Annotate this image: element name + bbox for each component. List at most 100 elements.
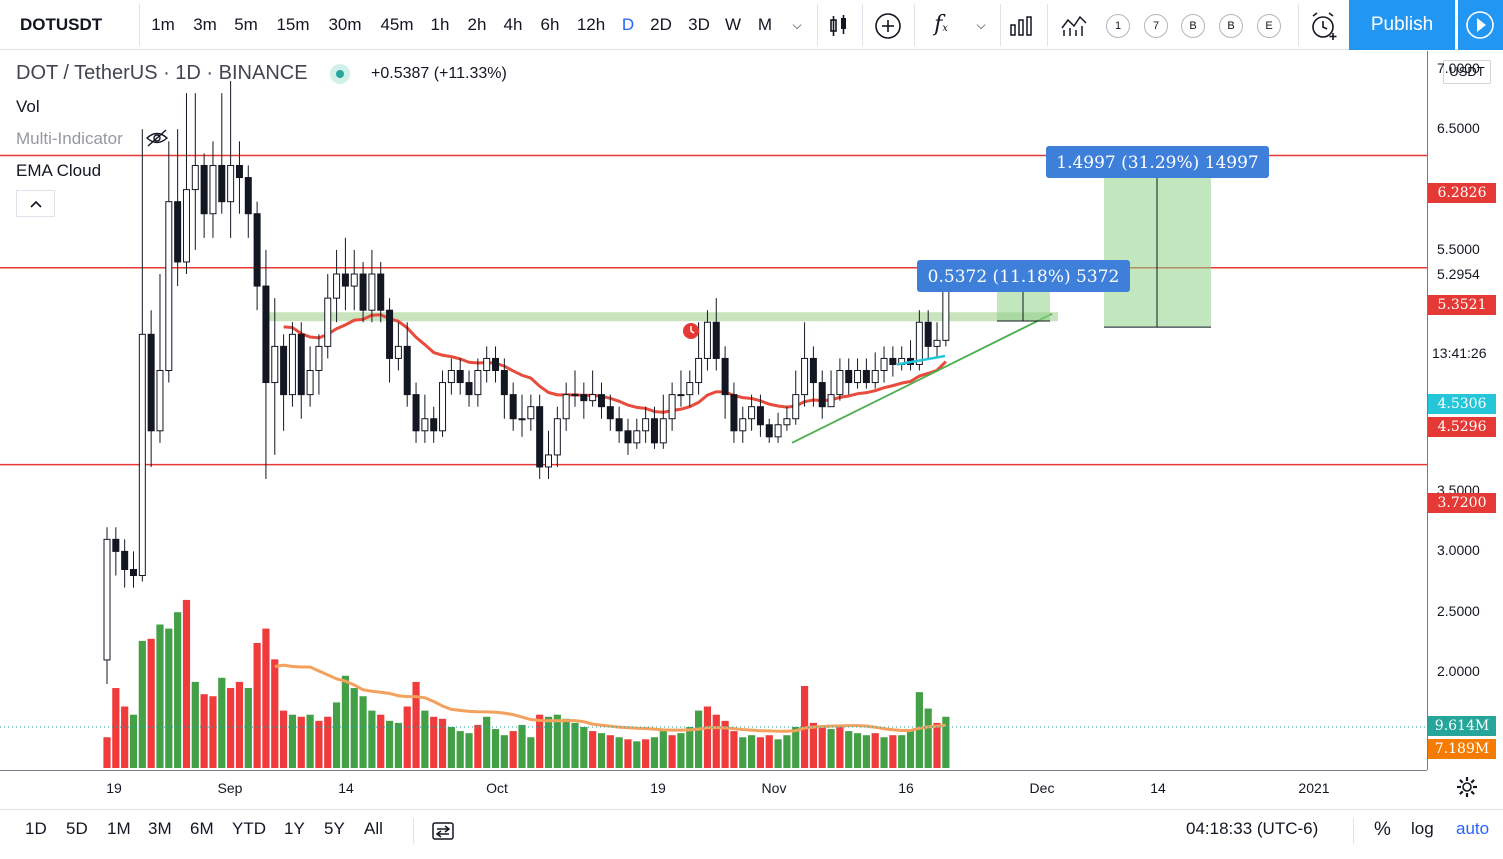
- indicator-shortcut-1[interactable]: 7: [1144, 14, 1168, 38]
- alarm-add-icon[interactable]: [1306, 0, 1342, 50]
- candle-body: [668, 394, 676, 420]
- range-6m[interactable]: 6M: [190, 819, 214, 838]
- price-chart[interactable]: 0.5372 (11.18%) 5372 1.4997 (31.29%) 1499…: [0, 51, 1427, 770]
- countdown-label: 13:41:26: [1432, 345, 1487, 361]
- vol-indicator-label[interactable]: Vol: [16, 97, 40, 116]
- ema-cloud-label[interactable]: EMA Cloud: [16, 161, 102, 180]
- measure-label-text: 0.5372 (11.18%) 5372: [928, 267, 1120, 287]
- indicator-shortcut-4[interactable]: E: [1257, 14, 1281, 38]
- compare-icon[interactable]: [1006, 0, 1036, 50]
- interval-6h[interactable]: 6h: [540, 15, 560, 34]
- volume-bar: [121, 706, 129, 768]
- replay-button[interactable]: [1458, 0, 1503, 50]
- candle-body: [739, 418, 747, 432]
- candle-body: [721, 357, 729, 396]
- interval-d[interactable]: D: [621, 15, 635, 34]
- volume-bar: [871, 733, 879, 768]
- interval-1h[interactable]: 1h: [430, 15, 450, 34]
- auto-toggle[interactable]: auto: [1456, 819, 1490, 838]
- volume-bar: [200, 694, 208, 768]
- interval-12h[interactable]: 12h: [576, 15, 606, 34]
- chevron-down-icon[interactable]: ⌵: [792, 18, 802, 32]
- indicators-icon[interactable]: fx: [934, 12, 948, 37]
- interval-45m[interactable]: 45m: [380, 15, 414, 34]
- volume-bar: [853, 733, 862, 768]
- volume-bar: [447, 727, 455, 768]
- candle-body: [686, 382, 694, 396]
- indicator-shortcut-0[interactable]: 1: [1106, 14, 1130, 38]
- clock-timezone[interactable]: 04:18:33 (UTC-6): [1186, 819, 1319, 838]
- symbol-description[interactable]: DOT / TetherUS · 1D · BINANCE: [16, 62, 308, 84]
- interval-m[interactable]: M: [757, 15, 773, 34]
- volume-bar: [818, 727, 826, 768]
- candle-body: [545, 454, 552, 468]
- volume-bar: [509, 731, 517, 768]
- templates-icon[interactable]: [1058, 0, 1090, 50]
- candle-body: [253, 213, 261, 287]
- candle-body: [924, 321, 932, 347]
- interval-w[interactable]: W: [724, 15, 742, 34]
- range-1y[interactable]: 1Y: [284, 819, 305, 838]
- interval-4h[interactable]: 4h: [503, 15, 523, 34]
- interval-3d[interactable]: 3D: [688, 15, 710, 34]
- interval-2d[interactable]: 2D: [650, 15, 672, 34]
- candle-body: [103, 538, 111, 661]
- interval-30m[interactable]: 30m: [328, 15, 362, 34]
- volume-bar: [615, 737, 623, 768]
- volume-bar: [562, 718, 570, 768]
- indicator-shortcut-3[interactable]: B: [1219, 14, 1243, 38]
- volume-bar: [783, 735, 791, 768]
- volume-bar: [129, 714, 138, 768]
- interval-2h[interactable]: 2h: [467, 15, 487, 34]
- percent-toggle[interactable]: %: [1374, 819, 1391, 840]
- add-indicator-icon[interactable]: [870, 0, 906, 50]
- candles-icon[interactable]: [822, 0, 854, 50]
- candle-body: [421, 418, 429, 432]
- candle-body: [915, 321, 923, 365]
- candle-body: [536, 406, 544, 468]
- candle-body: [527, 406, 535, 420]
- volume-bar: [430, 716, 438, 768]
- volume-bar: [191, 681, 199, 768]
- volume-bar: [527, 737, 535, 768]
- currency-button[interactable]: USDT: [1443, 60, 1491, 84]
- price-tick: 2.5000: [1437, 602, 1480, 619]
- time-axis[interactable]: [0, 770, 1427, 808]
- candle-body: [218, 164, 226, 203]
- range-all[interactable]: All: [364, 819, 383, 838]
- range-3m[interactable]: 3M: [148, 819, 172, 838]
- volume-bar: [218, 677, 226, 768]
- candle-body: [333, 273, 341, 299]
- symbol-search[interactable]: DOTUSDT: [20, 15, 103, 34]
- range-5y[interactable]: 5Y: [324, 819, 345, 838]
- interval-15m[interactable]: 15m: [276, 15, 310, 34]
- time-tick: Nov: [761, 780, 787, 796]
- candle-body: [633, 430, 641, 444]
- range-ytd[interactable]: YTD: [232, 819, 266, 838]
- alarm-hands: [690, 326, 695, 334]
- interval-1m[interactable]: 1m: [151, 15, 175, 34]
- candle-body: [394, 345, 402, 359]
- multi-indicator-label[interactable]: Multi-Indicator: [16, 129, 123, 148]
- publish-button[interactable]: Publish: [1349, 0, 1455, 50]
- range-1d[interactable]: 1D: [25, 819, 47, 838]
- candle-body: [341, 273, 349, 287]
- range-1m[interactable]: 1M: [107, 819, 131, 838]
- volume-bar: [650, 737, 659, 768]
- interval-5m[interactable]: 5m: [234, 15, 258, 34]
- candle-body: [933, 339, 941, 347]
- eye-hidden-icon[interactable]: [145, 128, 169, 153]
- volume-bar: [297, 716, 305, 768]
- collapse-legend-button[interactable]: [16, 190, 55, 217]
- range-5d[interactable]: 5D: [66, 819, 88, 838]
- candle-body: [147, 333, 155, 432]
- log-toggle[interactable]: log: [1411, 819, 1434, 838]
- goto-date-icon[interactable]: [431, 820, 455, 847]
- chevron-down-icon[interactable]: ⌵: [976, 18, 986, 32]
- gear-icon[interactable]: [1456, 776, 1478, 804]
- candle-body: [553, 418, 561, 456]
- volume-bar: [553, 714, 561, 768]
- indicator-shortcut-2[interactable]: B: [1181, 14, 1205, 38]
- interval-3m[interactable]: 3m: [193, 15, 217, 34]
- volume-bar: [235, 681, 244, 768]
